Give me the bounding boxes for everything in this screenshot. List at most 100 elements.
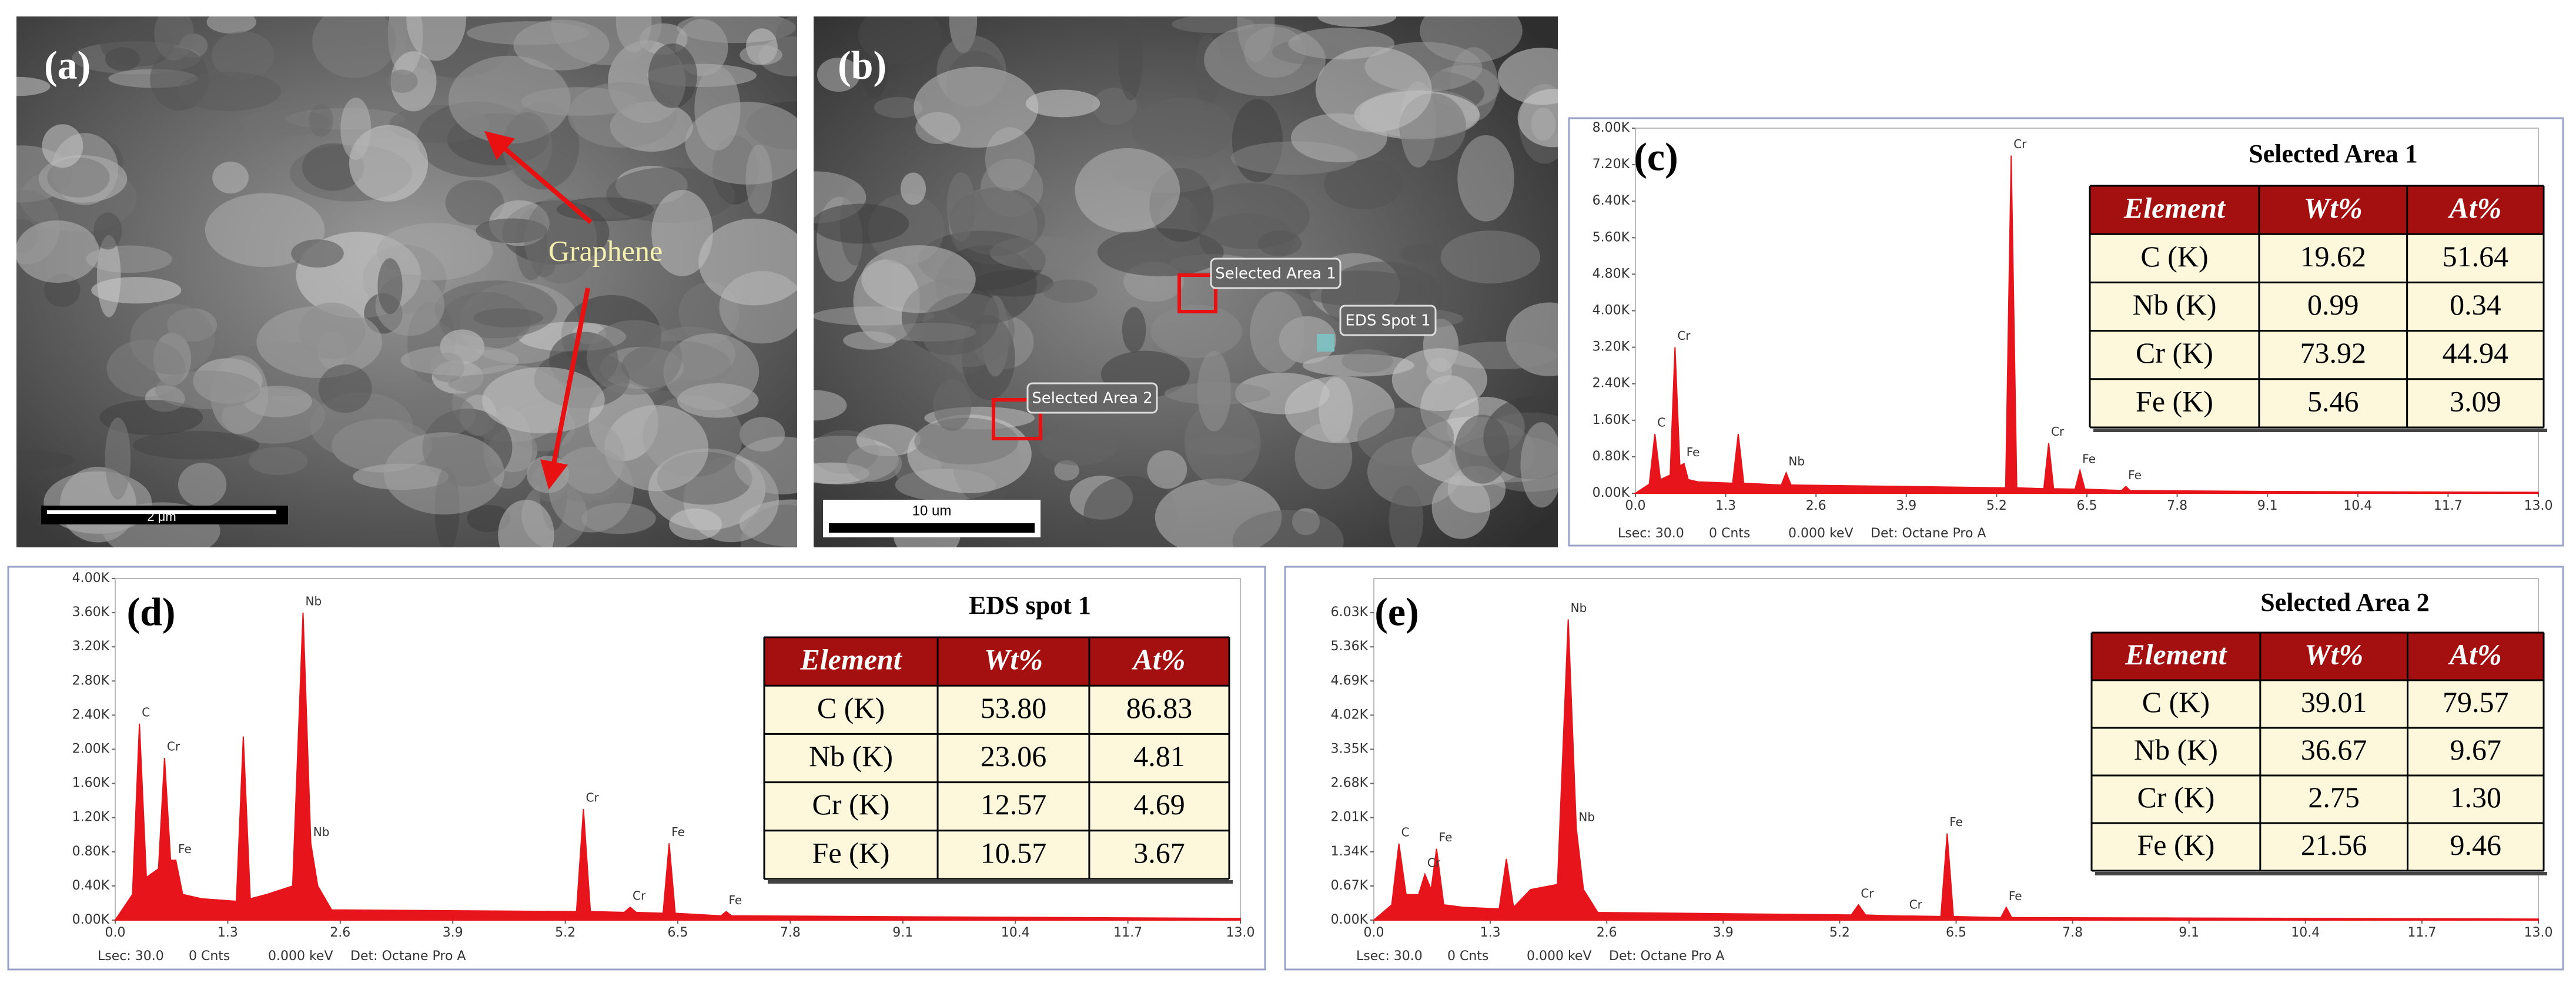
table-cell: C (K) — [817, 691, 885, 724]
y-tick-label: 3.35K — [1331, 742, 1369, 757]
y-tick-label: 3.20K — [1593, 340, 1630, 355]
particle — [1132, 98, 1235, 161]
peak-label: C — [1401, 825, 1410, 839]
table-cell: 44.94 — [2443, 336, 2509, 369]
particle — [377, 258, 403, 315]
peak-label: Fe — [178, 842, 192, 856]
particle — [1431, 475, 1491, 539]
particle — [900, 172, 926, 205]
table-cell: Nb (K) — [809, 740, 893, 773]
particle — [698, 218, 797, 306]
peak-label: Fe — [728, 893, 742, 907]
particle — [914, 417, 1019, 464]
x-tick-label: 10.4 — [2343, 499, 2372, 513]
x-tick-label: 7.8 — [2062, 925, 2083, 940]
table-cell: 9.46 — [2450, 828, 2502, 861]
footer-text: Lsec: 30.0 — [1356, 949, 1423, 964]
particle — [16, 450, 76, 471]
x-tick-label: 9.1 — [892, 925, 913, 940]
particle — [846, 445, 902, 483]
x-tick-label: 13.0 — [2524, 925, 2553, 940]
y-tick-label: 0.00K — [1331, 912, 1369, 927]
x-tick-label: 3.9 — [1896, 499, 1916, 513]
scale-bar-label: 10 um — [912, 503, 952, 519]
peak-label: Cr — [2051, 424, 2065, 439]
particle — [130, 303, 215, 375]
x-tick-label: 10.4 — [1001, 925, 1030, 940]
x-tick-label: 13.0 — [2524, 499, 2553, 513]
spectrum-area — [1372, 619, 2539, 921]
table-cell: 9.67 — [2450, 733, 2502, 766]
particle — [473, 308, 544, 327]
panel-label: (e) — [1374, 590, 1419, 634]
particle — [1118, 16, 1143, 101]
particle — [387, 69, 418, 93]
peak-label: Nb — [313, 825, 330, 839]
particle — [16, 76, 51, 96]
x-tick-label: 0.0 — [1625, 499, 1646, 513]
table-header: Element — [799, 643, 902, 676]
particle — [503, 112, 553, 180]
table-cell: C (K) — [2140, 240, 2208, 273]
table-cell: 2.75 — [2308, 781, 2360, 814]
table-header-bg — [2092, 633, 2544, 680]
particle — [1186, 436, 1256, 455]
particle — [740, 45, 782, 65]
table-cell: Fe (K) — [812, 836, 890, 869]
table-cell: Cr (K) — [2136, 336, 2213, 369]
table-cell: 3.67 — [1133, 836, 1185, 869]
particle — [211, 31, 275, 80]
table-cell: 0.99 — [2307, 288, 2359, 321]
particle — [1440, 230, 1541, 284]
table-cell: 12.57 — [981, 788, 1047, 821]
arrow — [484, 131, 593, 225]
y-tick-label: 0.00K — [1593, 486, 1630, 500]
x-tick-label: 11.7 — [2434, 499, 2463, 513]
particle — [814, 203, 909, 244]
peak-label: Cr — [1861, 886, 1874, 900]
particle — [132, 431, 260, 460]
peak-label: Fe — [1949, 815, 1963, 829]
scale-bar-label: 2 μm — [147, 509, 176, 524]
particle — [154, 16, 194, 61]
x-tick-label: 3.9 — [1713, 925, 1734, 940]
peak-label: Fe — [2082, 452, 2096, 466]
particle — [91, 277, 182, 304]
particle — [384, 432, 504, 515]
particle — [312, 16, 396, 78]
footer-text: 0.000 keV — [1788, 526, 1854, 541]
particle — [663, 333, 760, 410]
y-tick-label: 1.60K — [1593, 413, 1630, 427]
x-tick-label: 7.8 — [780, 925, 801, 940]
x-tick-label: 6.5 — [668, 925, 688, 940]
y-tick-label: 0.80K — [1593, 449, 1630, 464]
x-tick-label: 7.8 — [2167, 499, 2187, 513]
particle — [858, 16, 942, 65]
peak-label: Fe — [671, 825, 685, 839]
table-cell: 0.34 — [2450, 288, 2501, 321]
particle — [377, 223, 493, 280]
table-cell: Cr (K) — [812, 788, 890, 821]
table-cell: Nb (K) — [2132, 288, 2216, 321]
particle — [466, 21, 590, 45]
particle — [340, 97, 372, 161]
table-header: At% — [2448, 638, 2502, 671]
particle — [42, 124, 83, 168]
particle — [874, 96, 923, 118]
peak-label: Fe — [1439, 830, 1453, 844]
particle — [1520, 422, 1558, 508]
y-tick-label: 8.00K — [1593, 121, 1630, 135]
annotation-box — [1210, 258, 1341, 289]
particle — [1039, 428, 1118, 466]
annotation: Graphene — [548, 234, 663, 267]
particle — [1257, 230, 1302, 256]
table-cell: 23.06 — [981, 740, 1047, 773]
x-tick-label: 6.5 — [2077, 499, 2097, 513]
peak-label: Fe — [1687, 445, 1700, 459]
particle — [206, 16, 257, 34]
particle — [587, 320, 683, 395]
particle — [604, 405, 709, 491]
table-cell: 79.57 — [2443, 686, 2509, 718]
particle — [1075, 148, 1180, 233]
